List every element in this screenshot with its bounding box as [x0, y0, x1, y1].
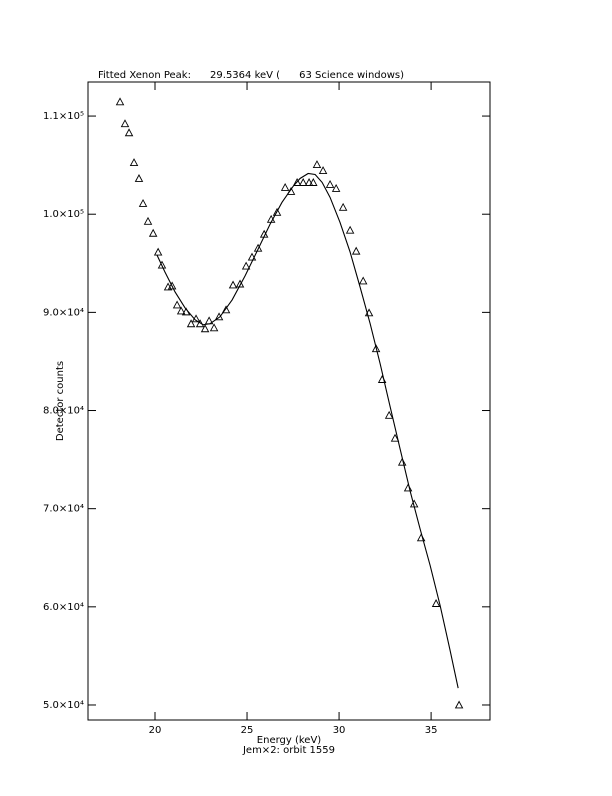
data-point — [143, 216, 153, 225]
y-tick-label: 5.0×10⁴ — [43, 700, 84, 711]
data-point — [148, 228, 158, 237]
data-point — [280, 182, 290, 191]
y-axis-label: Detector counts — [55, 361, 66, 441]
subtitle: Jem×2: orbit 1559 — [242, 745, 335, 756]
data-point — [241, 261, 251, 270]
data-point — [115, 97, 125, 106]
data-point — [454, 700, 464, 709]
data-point — [431, 599, 441, 607]
data-point — [397, 457, 407, 466]
data-point — [209, 323, 219, 332]
x-tick-label: 35 — [425, 725, 438, 736]
y-tick-label: 8.0×10⁴ — [43, 406, 84, 417]
x-axis-label: Energy (keV) — [257, 735, 322, 746]
y-tick-label: 9.0×10⁴ — [43, 307, 84, 318]
data-point — [390, 433, 400, 442]
data-point — [309, 178, 318, 186]
data-point — [200, 324, 210, 333]
data-point — [153, 247, 163, 256]
data-point — [228, 280, 238, 289]
y-tick-label: 1.1×10⁵ — [43, 111, 84, 122]
data-point — [345, 225, 355, 234]
data-point — [384, 410, 394, 419]
data-point — [358, 276, 368, 285]
data-point — [120, 119, 130, 128]
y-tick-label: 6.0×10⁴ — [43, 602, 84, 613]
data-point — [134, 174, 144, 182]
data-point — [292, 178, 302, 186]
data-point — [176, 306, 186, 315]
data-point — [371, 344, 381, 353]
data-point — [235, 279, 245, 288]
data-point — [129, 158, 139, 167]
data-point — [338, 202, 348, 211]
x-tick-label: 25 — [241, 725, 254, 736]
x-tick-label: 30 — [333, 725, 346, 736]
data-point — [253, 243, 263, 252]
data-point — [351, 246, 361, 255]
data-point — [318, 166, 328, 174]
y-tick-label: 1.0×10⁵ — [43, 209, 84, 220]
data-point — [304, 178, 314, 186]
data-point — [325, 180, 335, 188]
plot-frame — [87, 81, 491, 721]
data-point — [167, 281, 177, 290]
y-tick-label: 7.0×10⁴ — [43, 504, 84, 515]
data-point — [312, 160, 322, 168]
x-tick-label: 20 — [149, 725, 162, 736]
data-point — [157, 260, 167, 269]
data-point — [331, 183, 341, 192]
chart-title: Fitted Xenon Peak: 29.5364 keV ( 63 Scie… — [98, 70, 404, 81]
data-point — [272, 207, 282, 216]
fit-line — [156, 172, 459, 689]
data-point — [172, 300, 182, 309]
data-point — [186, 319, 196, 328]
data-point — [138, 198, 148, 207]
data-point — [298, 178, 308, 186]
data-point — [221, 305, 231, 314]
data-point — [124, 128, 134, 137]
